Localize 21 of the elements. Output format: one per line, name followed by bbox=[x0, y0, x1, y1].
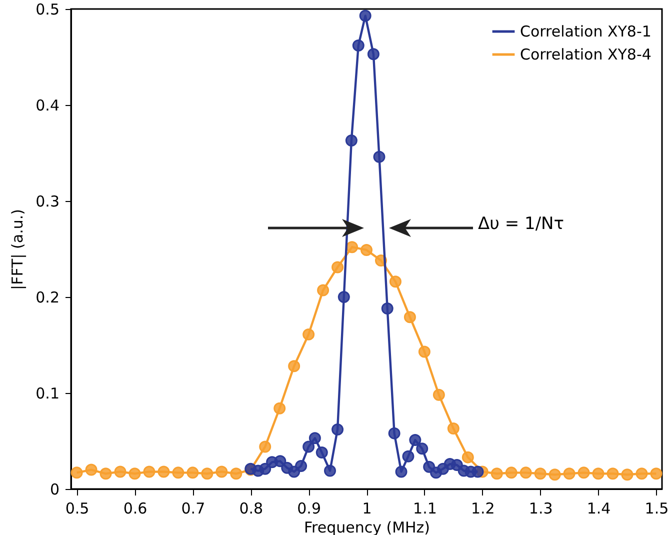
x-tick-label: 0.6 bbox=[123, 500, 148, 518]
x-tick-label: 1.3 bbox=[528, 500, 553, 518]
y-tick-label: 0.3 bbox=[36, 192, 60, 210]
y-tick-label: 0.1 bbox=[36, 384, 60, 402]
y-tick-label: 0 bbox=[50, 480, 60, 498]
x-tick-label: 0.5 bbox=[65, 500, 90, 518]
x-tick-label: 0.8 bbox=[239, 500, 264, 518]
annotation: Δυ = 1/Nτ bbox=[478, 214, 564, 234]
x-tick-label: 1.1 bbox=[413, 500, 437, 518]
y-tick-label: 0.5 bbox=[36, 0, 60, 18]
y-tick-label: 0.2 bbox=[36, 288, 60, 306]
legend-label: Correlation XY8-1 bbox=[520, 22, 652, 40]
x-tick-label: 1.2 bbox=[470, 500, 495, 518]
x-tick-label: 0.7 bbox=[181, 500, 206, 518]
x-tick-label: 1.4 bbox=[586, 500, 611, 518]
x-tick-label: 1 bbox=[362, 500, 372, 518]
x-tick-label: 0.9 bbox=[297, 500, 321, 518]
x-tick-label: 1.5 bbox=[644, 500, 668, 518]
legend-label: Correlation XY8-4 bbox=[520, 46, 652, 64]
y-tick-label: 0.4 bbox=[36, 96, 60, 114]
y-axis-title: |FFT| (a.u.) bbox=[8, 209, 27, 290]
